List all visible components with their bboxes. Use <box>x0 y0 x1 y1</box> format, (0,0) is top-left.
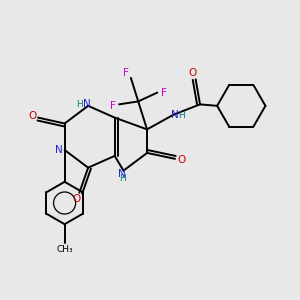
Text: F: F <box>161 88 167 98</box>
Text: N: N <box>83 99 91 110</box>
Text: F: F <box>123 68 128 78</box>
Text: CH₃: CH₃ <box>56 245 73 254</box>
Text: N: N <box>118 169 126 178</box>
Text: H: H <box>119 174 125 183</box>
Text: O: O <box>189 68 197 78</box>
Text: H: H <box>76 100 83 109</box>
Text: H: H <box>178 111 185 120</box>
Text: N: N <box>56 145 63 155</box>
Text: F: F <box>110 101 116 111</box>
Text: O: O <box>177 155 186 165</box>
Text: O: O <box>28 111 36 121</box>
Text: N: N <box>171 110 179 120</box>
Text: O: O <box>72 194 80 204</box>
